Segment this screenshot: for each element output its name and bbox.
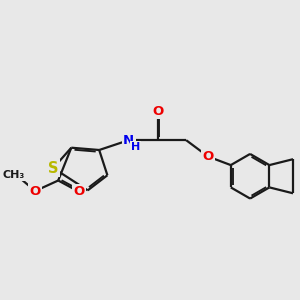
Text: O: O (30, 184, 41, 197)
Text: S: S (48, 160, 58, 175)
Text: O: O (152, 105, 163, 118)
Text: O: O (202, 150, 214, 163)
Text: H: H (131, 142, 141, 152)
Text: O: O (73, 185, 85, 198)
Text: N: N (123, 134, 134, 147)
Text: CH₃: CH₃ (3, 170, 25, 180)
